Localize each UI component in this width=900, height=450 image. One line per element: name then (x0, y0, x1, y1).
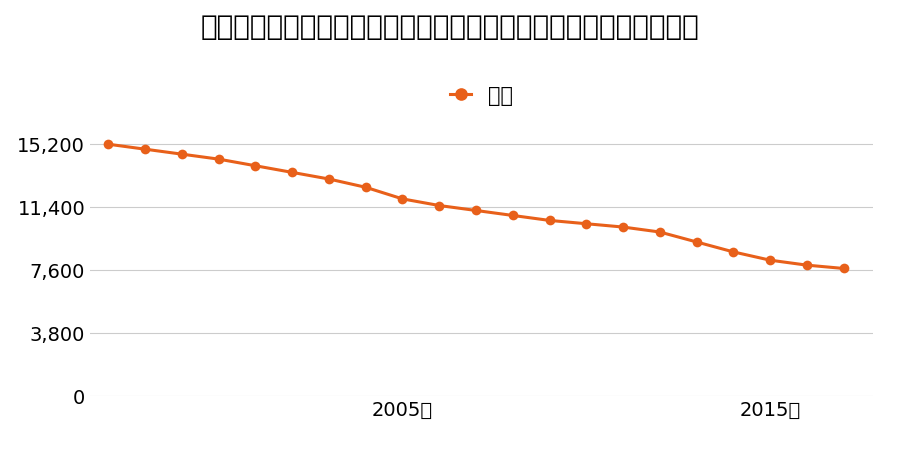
価格 (654, 230, 665, 235)
価格 (580, 221, 591, 226)
価格 (838, 266, 849, 271)
価格 (360, 184, 371, 190)
価格 (287, 170, 298, 175)
価格 (691, 239, 702, 245)
価格 (434, 203, 445, 208)
価格 (103, 141, 113, 147)
価格 (801, 262, 812, 268)
Text: 佐賀県多久市東多久町大字別府字方所町４２７２番１外の地価推移: 佐賀県多久市東多久町大字別府字方所町４２７２番１外の地価推移 (201, 14, 699, 41)
価格 (323, 176, 334, 182)
Line: 価格: 価格 (104, 140, 849, 273)
価格 (176, 152, 187, 157)
価格 (544, 218, 555, 223)
価格 (765, 257, 776, 263)
Legend: 価格: 価格 (442, 77, 521, 114)
価格 (508, 213, 518, 218)
価格 (397, 196, 408, 202)
価格 (471, 208, 482, 213)
価格 (617, 225, 628, 230)
価格 (728, 249, 739, 255)
価格 (250, 163, 261, 168)
価格 (140, 147, 150, 152)
価格 (213, 157, 224, 162)
